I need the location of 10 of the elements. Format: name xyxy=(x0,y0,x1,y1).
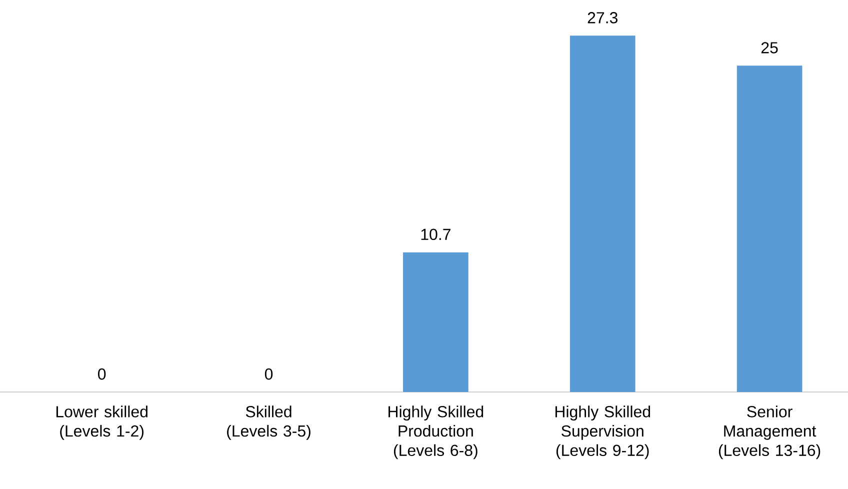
data-label: 0 xyxy=(98,368,106,380)
data-label: 25 xyxy=(761,42,778,54)
x-tick-label: Skilled (Levels 3-5) xyxy=(227,406,310,440)
data-label: 0 xyxy=(264,368,273,380)
data-label: 27.3 xyxy=(588,12,618,24)
x-tick-label: Highly Skilled Production (Levels 6-8) xyxy=(388,406,484,460)
data-label: 10.7 xyxy=(421,228,450,240)
x-tick-label: Senior Management (Levels 13-16) xyxy=(718,406,820,460)
x-tick-label: Lower skilled (Levels 1-2) xyxy=(56,406,148,440)
x-tick-label: Highly Skilled Supervision (Levels 9-12) xyxy=(555,406,650,460)
